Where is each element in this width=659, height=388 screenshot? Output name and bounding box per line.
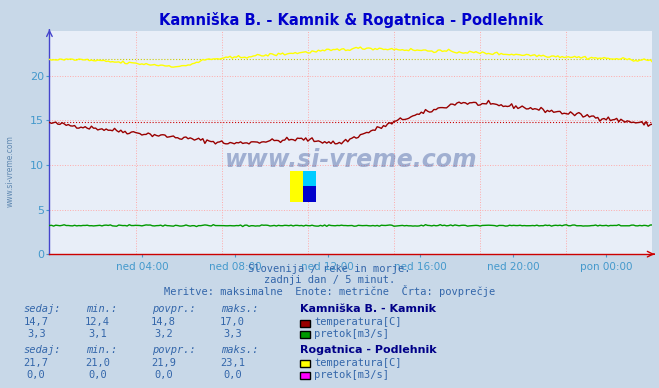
Text: temperatura[C]: temperatura[C] [314, 358, 402, 368]
Bar [290, 171, 303, 202]
Text: 21,0: 21,0 [85, 358, 110, 368]
Text: 12,4: 12,4 [85, 317, 110, 327]
Text: maks.:: maks.: [221, 345, 258, 355]
Text: 0,0: 0,0 [88, 369, 107, 379]
Bar [303, 186, 316, 202]
Text: maks.:: maks.: [221, 304, 258, 314]
Text: 21,7: 21,7 [24, 358, 49, 368]
Bar [303, 171, 316, 186]
Text: 0,0: 0,0 [154, 369, 173, 379]
Text: 14,8: 14,8 [151, 317, 176, 327]
Title: Kamniška B. - Kamnik & Rogatnica - Podlehnik: Kamniška B. - Kamnik & Rogatnica - Podle… [159, 12, 543, 28]
Text: 3,2: 3,2 [154, 329, 173, 339]
Text: povpr.:: povpr.: [152, 345, 195, 355]
Text: zadnji dan / 5 minut.: zadnji dan / 5 minut. [264, 275, 395, 285]
Text: povpr.:: povpr.: [152, 304, 195, 314]
Text: temperatura[C]: temperatura[C] [314, 317, 402, 327]
Text: Kamniška B. - Kamnik: Kamniška B. - Kamnik [300, 304, 436, 314]
Text: Meritve: maksimalne  Enote: metrične  Črta: povprečje: Meritve: maksimalne Enote: metrične Črta… [164, 285, 495, 297]
Text: www.si-vreme.com: www.si-vreme.com [5, 135, 14, 207]
Text: 3,3: 3,3 [27, 329, 45, 339]
Text: 0,0: 0,0 [27, 369, 45, 379]
Text: pretok[m3/s]: pretok[m3/s] [314, 369, 389, 379]
Text: pretok[m3/s]: pretok[m3/s] [314, 329, 389, 339]
Text: 0,0: 0,0 [223, 369, 242, 379]
Text: www.si-vreme.com: www.si-vreme.com [225, 149, 477, 172]
Text: 21,9: 21,9 [151, 358, 176, 368]
Text: min.:: min.: [86, 345, 117, 355]
Text: sedaj:: sedaj: [23, 304, 61, 314]
Text: 23,1: 23,1 [220, 358, 245, 368]
Text: sedaj:: sedaj: [23, 345, 61, 355]
Text: Rogatnica - Podlehnik: Rogatnica - Podlehnik [300, 345, 436, 355]
Text: 17,0: 17,0 [220, 317, 245, 327]
Text: 3,1: 3,1 [88, 329, 107, 339]
Text: min.:: min.: [86, 304, 117, 314]
Text: Slovenija / reke in morje.: Slovenija / reke in morje. [248, 263, 411, 274]
Text: 3,3: 3,3 [223, 329, 242, 339]
Text: 14,7: 14,7 [24, 317, 49, 327]
